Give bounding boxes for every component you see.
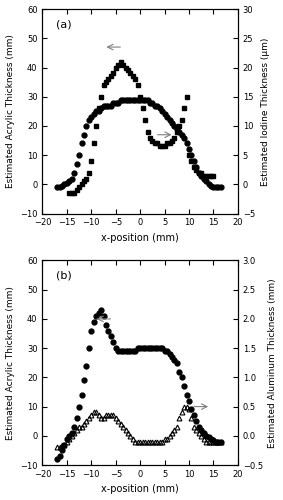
Y-axis label: Estimated Aluminum Thickness (mm): Estimated Aluminum Thickness (mm) bbox=[269, 278, 277, 448]
X-axis label: x-position (mm): x-position (mm) bbox=[101, 233, 179, 243]
X-axis label: x-position (mm): x-position (mm) bbox=[101, 484, 179, 494]
Y-axis label: Estimated Acrylic Thickness (mm): Estimated Acrylic Thickness (mm) bbox=[6, 286, 14, 440]
Text: (b): (b) bbox=[56, 270, 72, 280]
Text: (a): (a) bbox=[56, 20, 72, 30]
Y-axis label: Estimated Acrylic Thickness (mm): Estimated Acrylic Thickness (mm) bbox=[6, 34, 14, 188]
Y-axis label: Estimated Iodine Thickness (μm): Estimated Iodine Thickness (μm) bbox=[261, 37, 270, 186]
